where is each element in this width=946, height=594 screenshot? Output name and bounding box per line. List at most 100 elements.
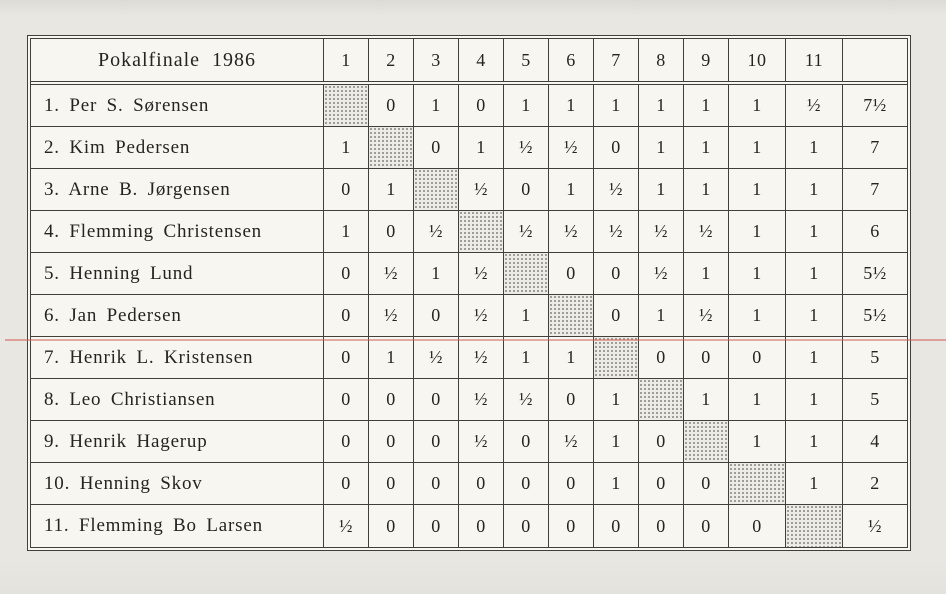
result-cell: ½ bbox=[368, 295, 413, 336]
result-cell: ½ bbox=[593, 169, 638, 210]
result-cell: ½ bbox=[458, 337, 503, 378]
result-cell: 0 bbox=[593, 127, 638, 168]
table-row: 4. Flemming Christensen 1 0 ½ ½ ½ ½ ½ ½ 1 1 6 bbox=[31, 211, 907, 253]
round-header: 8 bbox=[638, 39, 683, 81]
result-cell: 0 bbox=[683, 337, 728, 378]
result-cell: 0 bbox=[413, 421, 458, 462]
result-cell: 0 bbox=[548, 253, 593, 294]
result-cell: 0 bbox=[323, 337, 368, 378]
result-cell: 1 bbox=[728, 379, 785, 420]
round-header: 10 bbox=[728, 39, 785, 81]
result-cell: 0 bbox=[368, 211, 413, 252]
result-cell: ½ bbox=[458, 421, 503, 462]
result-cell: 1 bbox=[785, 463, 842, 504]
diagonal-cell bbox=[638, 379, 683, 420]
result-cell: ½ bbox=[683, 211, 728, 252]
result-cell: ½ bbox=[638, 253, 683, 294]
total-cell: 7½ bbox=[842, 85, 907, 126]
result-cell: 0 bbox=[638, 505, 683, 547]
result-cell: ½ bbox=[503, 211, 548, 252]
result-cell: 1 bbox=[785, 421, 842, 462]
header-row: Pokalfinale 1986 1 2 3 4 5 6 7 8 9 10 11 bbox=[31, 39, 907, 85]
round-header: 4 bbox=[458, 39, 503, 81]
result-cell: 1 bbox=[593, 379, 638, 420]
result-cell: 0 bbox=[683, 463, 728, 504]
table-row: 6. Jan Pedersen 0 ½ 0 ½ 1 0 1 ½ 1 1 5½ bbox=[31, 295, 907, 337]
total-cell: 7 bbox=[842, 169, 907, 210]
result-cell: 0 bbox=[323, 421, 368, 462]
result-cell: 1 bbox=[323, 127, 368, 168]
table-row: 10. Henning Skov 0 0 0 0 0 0 1 0 0 1 2 bbox=[31, 463, 907, 505]
table-row: 5. Henning Lund 0 ½ 1 ½ 0 0 ½ 1 1 1 5½ bbox=[31, 253, 907, 295]
result-cell: 0 bbox=[413, 295, 458, 336]
result-cell: ½ bbox=[458, 169, 503, 210]
result-cell: ½ bbox=[323, 505, 368, 547]
result-cell: 0 bbox=[323, 169, 368, 210]
player-name: 7. Henrik L. Kristensen bbox=[31, 337, 323, 378]
player-name: 3. Arne B. Jørgensen bbox=[31, 169, 323, 210]
result-cell: 1 bbox=[368, 337, 413, 378]
player-name: 8. Leo Christiansen bbox=[31, 379, 323, 420]
result-cell: 0 bbox=[323, 253, 368, 294]
result-cell: 0 bbox=[638, 463, 683, 504]
table-row: 3. Arne B. Jørgensen 0 1 ½ 0 1 ½ 1 1 1 1 7 bbox=[31, 169, 907, 211]
result-cell: 0 bbox=[503, 463, 548, 504]
result-cell: 1 bbox=[728, 85, 785, 126]
result-cell: 1 bbox=[785, 295, 842, 336]
player-name: 11. Flemming Bo Larsen bbox=[31, 505, 323, 547]
result-cell: ½ bbox=[458, 295, 503, 336]
result-cell: ½ bbox=[548, 421, 593, 462]
result-cell: 0 bbox=[413, 505, 458, 547]
result-cell: 1 bbox=[638, 127, 683, 168]
result-cell: 0 bbox=[593, 505, 638, 547]
total-cell: 5½ bbox=[842, 295, 907, 336]
player-name: 4. Flemming Christensen bbox=[31, 211, 323, 252]
round-header: 3 bbox=[413, 39, 458, 81]
result-cell: 1 bbox=[683, 379, 728, 420]
result-cell: 0 bbox=[368, 85, 413, 126]
result-cell: 0 bbox=[458, 85, 503, 126]
result-cell: ½ bbox=[458, 379, 503, 420]
result-cell: 1 bbox=[785, 379, 842, 420]
round-header: 11 bbox=[785, 39, 842, 81]
result-cell: 0 bbox=[368, 421, 413, 462]
result-cell: 0 bbox=[548, 463, 593, 504]
result-cell: 0 bbox=[548, 505, 593, 547]
result-cell: ½ bbox=[413, 211, 458, 252]
result-cell: 1 bbox=[785, 127, 842, 168]
result-cell: 0 bbox=[368, 463, 413, 504]
result-cell: ½ bbox=[593, 211, 638, 252]
result-cell: 1 bbox=[728, 211, 785, 252]
result-cell: 0 bbox=[593, 295, 638, 336]
total-cell: 5 bbox=[842, 337, 907, 378]
diagonal-cell bbox=[368, 127, 413, 168]
result-cell: 1 bbox=[548, 169, 593, 210]
table-row: 8. Leo Christiansen 0 0 0 ½ ½ 0 1 1 1 1 5 bbox=[31, 379, 907, 421]
result-cell: 1 bbox=[785, 211, 842, 252]
result-cell: 1 bbox=[785, 337, 842, 378]
result-cell: 1 bbox=[413, 253, 458, 294]
result-cell: 0 bbox=[323, 463, 368, 504]
result-cell: ½ bbox=[503, 379, 548, 420]
total-cell: 4 bbox=[842, 421, 907, 462]
result-cell: 0 bbox=[503, 421, 548, 462]
result-cell: ½ bbox=[785, 85, 842, 126]
result-cell: 1 bbox=[503, 337, 548, 378]
result-cell: 1 bbox=[785, 253, 842, 294]
table-row: 2. Kim Pedersen 1 0 1 ½ ½ 0 1 1 1 1 7 bbox=[31, 127, 907, 169]
total-cell: 6 bbox=[842, 211, 907, 252]
crosstable: Pokalfinale 1986 1 2 3 4 5 6 7 8 9 10 11 1. Per S.… bbox=[27, 35, 911, 551]
table-row: 9. Henrik Hagerup 0 0 0 ½ 0 ½ 1 0 1 1 4 bbox=[31, 421, 907, 463]
result-cell: 1 bbox=[413, 85, 458, 126]
table-body: 1. Per S. Sørensen 0 1 0 1 1 1 1 1 1 ½ 7½ 2. Kim Ped… bbox=[31, 85, 907, 547]
table-row: 7. Henrik L. Kristensen 0 1 ½ ½ 1 1 0 0 0 1 5 bbox=[31, 337, 907, 379]
result-cell: 1 bbox=[728, 127, 785, 168]
result-cell: 1 bbox=[323, 211, 368, 252]
result-cell: 1 bbox=[593, 463, 638, 504]
result-cell: ½ bbox=[503, 127, 548, 168]
result-cell: 0 bbox=[413, 379, 458, 420]
table-title: Pokalfinale 1986 bbox=[31, 39, 323, 81]
player-name: 5. Henning Lund bbox=[31, 253, 323, 294]
diagonal-cell bbox=[548, 295, 593, 336]
